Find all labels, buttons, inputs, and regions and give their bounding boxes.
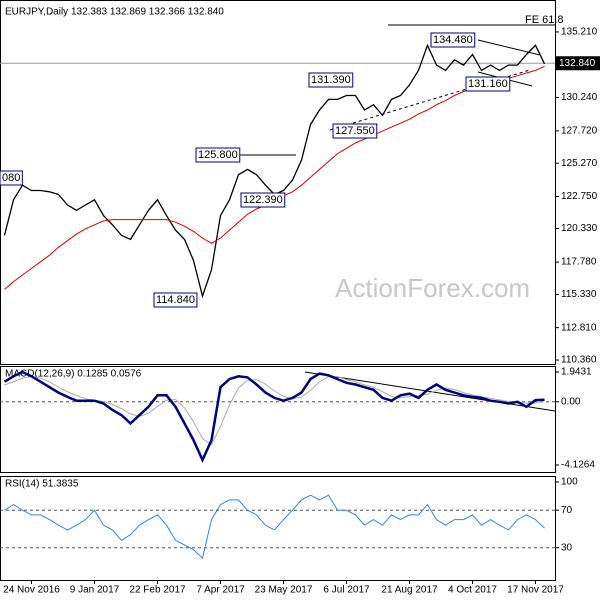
x-tick-label: 24 Nov 2016: [3, 585, 60, 596]
y-tick-label: 125.270: [561, 158, 598, 169]
y-tick-label: 117.780: [561, 257, 597, 268]
y-tick-label: 1.9431: [561, 367, 592, 378]
x-tick-label: 17 Nov 2017: [507, 585, 564, 596]
y-tick-label: 122.750: [561, 191, 598, 202]
x-tick-label: 4 Oct 2017: [448, 585, 497, 596]
y-tick-label: 30: [561, 542, 573, 553]
annotation-box: [195, 147, 241, 163]
y-tick-label: -4.1264: [561, 460, 595, 471]
x-tick-label: 7 Apr 2017: [196, 585, 245, 596]
annotation-box: [465, 76, 511, 92]
annotation-label: 131.390: [311, 74, 351, 86]
annotation-box: [332, 123, 378, 139]
annotation-box: [308, 72, 354, 88]
annotation-box: [153, 292, 198, 308]
annotation-label: 125.800: [198, 149, 238, 161]
y-tick-label: 120.330: [561, 223, 598, 234]
y-tick-label: 115.330: [561, 289, 597, 300]
y-tick-label: 130.240: [561, 92, 598, 103]
last-price-box: [556, 56, 600, 71]
last-price-label: 132.840: [559, 58, 596, 69]
x-tick-label: 6 Jul 2017: [323, 585, 370, 596]
panel-frame: [0, 366, 556, 473]
x-tick-label: 23 May 2017: [255, 585, 313, 596]
macd-title: MACD(12,26,9) 0.1285 0.0576: [5, 369, 142, 380]
y-tick-label: 0.00: [561, 396, 581, 407]
y-tick-label: 70: [561, 505, 573, 516]
y-tick-label: 112.810: [561, 322, 597, 333]
annotation-label: 122.390: [243, 194, 283, 206]
x-tick-label: 21 Aug 2017: [381, 585, 438, 596]
trend-line: [477, 39, 541, 56]
y-tick-label: 135.210: [561, 27, 598, 38]
watermark: ActionForex.com: [335, 273, 530, 303]
annotation-label: 080: [2, 172, 20, 184]
series-line: [4, 494, 545, 560]
y-tick-label: 127.720: [561, 125, 598, 136]
annotation-box: [240, 192, 286, 208]
x-tick-label: 9 Jan 2017: [70, 585, 120, 596]
annotation-label: 134.480: [433, 34, 473, 46]
y-tick-label: 110.360: [561, 355, 597, 366]
annotation-box: [430, 32, 476, 48]
panel-frame: [0, 476, 556, 581]
x-tick-label: 22 Feb 2017: [129, 585, 186, 596]
annotation-label: 127.550: [335, 125, 375, 137]
annotation-label: 114.840: [156, 294, 195, 306]
annotation-box: [0, 170, 23, 186]
series-line: [3, 370, 545, 464]
y-tick-label: 100: [561, 477, 578, 488]
annotation-label: 131.160: [468, 78, 508, 90]
macd-trend-line: [304, 371, 556, 412]
rsi-title: RSI(14) 51.3835: [5, 479, 79, 490]
annotation-label: FE 61.8: [525, 14, 564, 26]
price-title: EURJPY,Daily 132.383 132.869 132.366 132…: [5, 7, 224, 18]
